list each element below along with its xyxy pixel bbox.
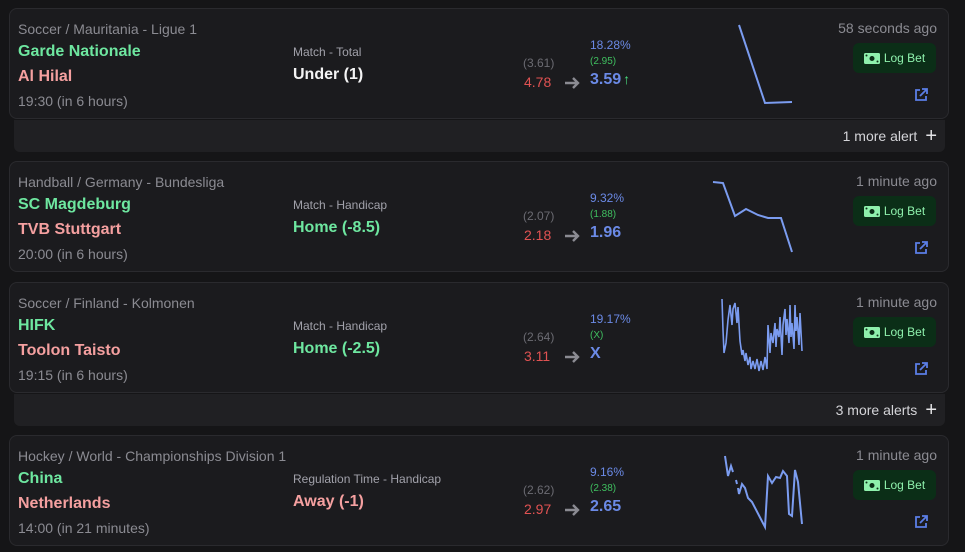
time-ago: 1 minute ago [856,294,937,310]
money-icon [863,326,880,338]
market-label: Regulation Time - Handicap [293,472,442,486]
arrow-up-icon: ↑ [623,71,631,87]
log-bet-label: Log Bet [883,478,926,492]
more-alerts-toggle[interactable]: 1 more alert + [14,120,945,152]
log-bet-button[interactable]: Log Bet [853,317,936,347]
home-team: SC Magdeburg [18,196,131,213]
alert-card: Soccer / Finland - Kolmonen HIFK Toolon … [9,282,949,393]
alert-card: Handball / Germany - Bundesliga SC Magde… [9,161,949,272]
time-ago: 58 seconds ago [838,20,937,36]
arrow-right-icon [565,351,580,363]
more-alerts-label: 3 more alerts [835,402,918,418]
selection-label: Under (1) [293,66,364,83]
more-alerts-toggle[interactable]: 3 more alerts + [14,394,945,426]
away-team: Netherlands [18,495,111,512]
kickoff-time: 20:00 (in 6 hours) [18,246,128,262]
selection-label: Home (-2.5) [293,340,381,357]
arrow-right-icon [565,230,580,242]
previous-odds: (2.62) [523,483,555,497]
external-link-icon[interactable] [914,515,928,529]
new-odds: 1.96 [590,224,622,241]
fair-odds: (1.88) [590,209,617,220]
league-label: Hockey / World - Championships Division … [18,448,287,464]
plus-icon: + [925,399,937,421]
kickoff-time: 14:00 (in 21 minutes) [18,520,150,536]
arrow-right-icon [565,77,580,89]
away-team: Al Hilal [18,68,73,85]
odds-sparkline [712,181,793,253]
away-team: TVB Stuttgart [18,221,122,238]
market-label: Match - Total [293,45,362,59]
edge-percent: 19.17% [590,312,631,326]
kickoff-time: 19:15 (in 6 hours) [18,367,128,383]
old-odds: 2.18 [524,227,552,243]
external-link-icon[interactable] [914,88,928,102]
league-label: Soccer / Mauritania - Ligue 1 [18,21,197,37]
away-team: Toolon Taisto [18,342,121,359]
old-odds: 3.11 [524,348,551,364]
log-bet-label: Log Bet [883,204,926,218]
home-team: China [18,470,63,487]
plus-icon: + [925,125,937,147]
market-label: Match - Handicap [293,198,388,212]
time-ago: 1 minute ago [856,173,937,189]
odds-sparkline [721,298,803,372]
new-odds: 3.59 ↑ [590,71,630,89]
fair-odds: (X) [590,330,604,341]
fair-odds: (2.95) [590,56,617,67]
money-icon [863,205,880,217]
log-bet-label: Log Bet [883,51,926,65]
fair-odds: (2.38) [590,483,617,494]
arrow-right-icon [565,504,580,516]
previous-odds: (3.61) [523,56,555,70]
log-bet-button[interactable]: Log Bet [853,196,936,226]
external-link-icon[interactable] [914,241,928,255]
old-odds: 4.78 [524,74,552,90]
external-link-icon[interactable] [914,362,928,376]
kickoff-time: 19:30 (in 6 hours) [18,93,128,109]
market-label: Match - Handicap [293,319,388,333]
new-odds-value: 3.59 [590,71,622,88]
old-odds: 2.97 [524,501,552,517]
previous-odds: (2.07) [523,209,555,223]
league-label: Soccer / Finland - Kolmonen [18,295,195,311]
selection-label: Away (-1) [293,493,364,510]
alert-card: Soccer / Mauritania - Ligue 1 Garde Nati… [9,8,949,119]
log-bet-label: Log Bet [883,325,926,339]
money-icon [863,479,880,491]
home-team: HIFK [18,317,56,334]
edge-percent: 9.32% [590,191,625,205]
league-label: Handball / Germany - Bundesliga [18,174,225,190]
alert-card: Hockey / World - Championships Division … [9,435,949,546]
time-ago: 1 minute ago [856,447,937,463]
odds-sparkline [724,455,803,531]
previous-odds: (2.64) [523,330,555,344]
more-alerts-label: 1 more alert [842,128,918,144]
money-icon [863,52,880,64]
log-bet-button[interactable]: Log Bet [853,43,936,73]
odds-sparkline [738,24,793,105]
new-odds: 2.65 [590,498,622,515]
log-bet-button[interactable]: Log Bet [853,470,936,500]
selection-label: Home (-8.5) [293,219,381,236]
home-team: Garde Nationale [18,43,141,60]
new-odds: X [590,345,601,362]
edge-percent: 9.16% [590,465,625,479]
edge-percent: 18.28% [590,38,631,52]
